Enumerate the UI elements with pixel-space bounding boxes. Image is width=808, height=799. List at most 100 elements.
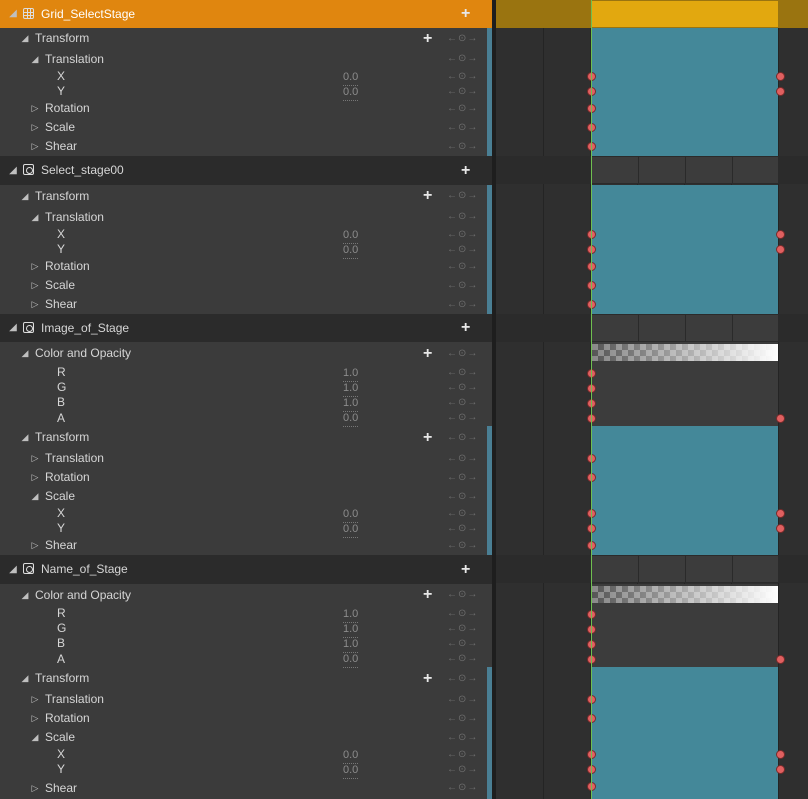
track-row[interactable]: ▷ Rotation ←⊙→ — [0, 468, 492, 487]
section-bar[interactable] — [592, 157, 778, 183]
keyframe-marker[interactable] — [776, 245, 785, 254]
section-bar[interactable] — [592, 426, 778, 555]
keyframe-nav-buttons[interactable]: ←⊙→ — [447, 472, 479, 483]
track-row[interactable]: ◢ Scale ←⊙→ — [0, 728, 492, 747]
expand-arrow-icon[interactable]: ◢ — [31, 491, 39, 501]
track-row[interactable]: Y 0.0 ←⊙→ — [0, 242, 492, 259]
keyframe-nav-buttons[interactable]: ←⊙→ — [447, 122, 479, 133]
value-field[interactable]: 0.0 — [343, 652, 359, 668]
keyframe-nav-buttons[interactable]: ←⊙→ — [447, 523, 479, 534]
keyframe-nav-buttons[interactable]: ←⊙→ — [447, 229, 479, 240]
keyframe-nav-buttons[interactable]: ←⊙→ — [447, 638, 479, 649]
keyframe-nav-buttons[interactable]: ←⊙→ — [447, 299, 479, 310]
add-track-button[interactable]: + — [461, 5, 471, 22]
track-row[interactable]: ▷ Translation ←⊙→ — [0, 449, 492, 468]
value-field[interactable]: 0.0 — [343, 70, 359, 86]
track-row[interactable]: X 0.0 ←⊙→ — [0, 506, 492, 523]
expand-arrow-icon[interactable]: ◢ — [9, 564, 17, 575]
track-row[interactable]: ▷ Rotation ←⊙→ — [0, 709, 492, 728]
value-field[interactable]: 0.0 — [343, 85, 359, 101]
value-field[interactable]: 1.0 — [343, 381, 359, 397]
keyframe-marker[interactable] — [776, 230, 785, 239]
track-row[interactable]: X 0.0 ←⊙→ — [0, 747, 492, 764]
value-field[interactable]: 0.0 — [343, 763, 359, 779]
track-row[interactable]: ◢ Transform + ←⊙→ — [0, 28, 492, 49]
keyframe-nav-buttons[interactable]: ←⊙→ — [447, 732, 479, 743]
keyframe-nav-buttons[interactable]: ←⊙→ — [447, 764, 479, 775]
track-row[interactable]: Y 0.0 ←⊙→ — [0, 762, 492, 779]
value-field[interactable]: 1.0 — [343, 637, 359, 653]
keyframe-nav-buttons[interactable]: ←⊙→ — [447, 749, 479, 760]
track-row[interactable]: ▷ Scale ←⊙→ — [0, 276, 492, 295]
track-header[interactable]: ◢ Grid_SelectStage + — [0, 0, 492, 28]
add-track-button[interactable]: + — [461, 162, 471, 179]
value-field[interactable]: 1.0 — [343, 396, 359, 412]
value-field[interactable]: 0.0 — [343, 748, 359, 764]
expand-arrow-icon[interactable]: ◢ — [21, 348, 29, 358]
keyframe-nav-buttons[interactable]: ←⊙→ — [447, 491, 479, 502]
keyframe-nav-buttons[interactable]: ←⊙→ — [447, 623, 479, 634]
keyframe-marker[interactable] — [776, 72, 785, 81]
collapse-arrow-icon[interactable]: ▷ — [31, 261, 39, 271]
track-row[interactable]: X 0.0 ←⊙→ — [0, 227, 492, 244]
value-field[interactable]: 1.0 — [343, 607, 359, 623]
keyframe-nav-buttons[interactable]: ←⊙→ — [447, 540, 479, 551]
collapse-arrow-icon[interactable]: ▷ — [31, 299, 39, 309]
keyframe-nav-buttons[interactable]: ←⊙→ — [447, 713, 479, 724]
expand-arrow-icon[interactable]: ◢ — [21, 432, 29, 442]
expand-arrow-icon[interactable]: ◢ — [21, 673, 29, 683]
keyframe-marker[interactable] — [776, 765, 785, 774]
track-row[interactable]: ◢ Transform + ←⊙→ — [0, 185, 492, 207]
track-row[interactable]: ◢ Translation ←⊙→ — [0, 207, 492, 227]
keyframe-nav-buttons[interactable]: ←⊙→ — [447, 71, 479, 82]
collapse-arrow-icon[interactable]: ▷ — [31, 713, 39, 723]
keyframe-nav-buttons[interactable]: ←⊙→ — [447, 412, 479, 423]
expand-arrow-icon[interactable]: ◢ — [9, 165, 17, 176]
value-field[interactable]: 0.0 — [343, 522, 359, 538]
keyframe-nav-buttons[interactable]: ←⊙→ — [447, 211, 479, 222]
keyframe-marker[interactable] — [776, 509, 785, 518]
keyframe-nav-buttons[interactable]: ←⊙→ — [447, 608, 479, 619]
track-row[interactable]: ◢ Color and Opacity + ←⊙→ — [0, 342, 492, 365]
track-row[interactable]: Y 0.0 ←⊙→ — [0, 84, 492, 101]
collapse-arrow-icon[interactable]: ▷ — [31, 141, 39, 151]
expand-arrow-icon[interactable]: ◢ — [31, 732, 39, 742]
track-row[interactable]: ◢ Color and Opacity + ←⊙→ — [0, 584, 492, 606]
track-row[interactable]: ◢ Scale ←⊙→ — [0, 487, 492, 506]
keyframe-marker[interactable] — [776, 414, 785, 423]
keyframe-nav-buttons[interactable]: ←⊙→ — [447, 382, 479, 393]
track-row[interactable]: ▷ Rotation ←⊙→ — [0, 257, 492, 276]
value-field[interactable]: 0.0 — [343, 243, 359, 259]
keyframe-nav-buttons[interactable]: ←⊙→ — [447, 261, 479, 272]
section-bar[interactable] — [592, 315, 778, 341]
track-header[interactable]: ◢ Select_stage00 + — [0, 156, 492, 185]
track-row[interactable]: A 0.0 ←⊙→ — [0, 651, 492, 668]
track-header[interactable]: ◢ Name_of_Stage + — [0, 555, 492, 584]
keyframe-nav-buttons[interactable]: ←⊙→ — [447, 33, 479, 44]
panel-splitter[interactable] — [492, 0, 496, 799]
collapse-arrow-icon[interactable]: ▷ — [31, 783, 39, 793]
keyframe-nav-buttons[interactable]: ←⊙→ — [447, 280, 479, 291]
track-row[interactable]: ▷ Scale ←⊙→ — [0, 118, 492, 137]
collapse-arrow-icon[interactable]: ▷ — [31, 694, 39, 704]
keyframe-nav-buttons[interactable]: ←⊙→ — [447, 508, 479, 519]
track-row[interactable]: ▷ Translation ←⊙→ — [0, 690, 492, 709]
keyframe-nav-buttons[interactable]: ←⊙→ — [447, 141, 479, 152]
expand-arrow-icon[interactable]: ◢ — [9, 8, 17, 19]
collapse-arrow-icon[interactable]: ▷ — [31, 453, 39, 463]
collapse-arrow-icon[interactable]: ▷ — [31, 103, 39, 113]
keyframe-nav-buttons[interactable]: ←⊙→ — [447, 86, 479, 97]
add-track-button[interactable]: + — [423, 187, 433, 204]
track-row[interactable]: ▷ Shear ←⊙→ — [0, 295, 492, 314]
expand-arrow-icon[interactable]: ◢ — [21, 191, 29, 201]
track-row[interactable]: ▷ Shear ←⊙→ — [0, 137, 492, 156]
value-field[interactable]: 0.0 — [343, 507, 359, 523]
keyframe-marker[interactable] — [776, 87, 785, 96]
section-bar[interactable] — [592, 185, 778, 314]
keyframe-nav-buttons[interactable]: ←⊙→ — [447, 653, 479, 664]
keyframe-nav-buttons[interactable]: ←⊙→ — [447, 432, 479, 443]
keyframe-nav-buttons[interactable]: ←⊙→ — [447, 397, 479, 408]
keyframe-nav-buttons[interactable]: ←⊙→ — [447, 190, 479, 201]
keyframe-marker[interactable] — [776, 524, 785, 533]
keyframe-nav-buttons[interactable]: ←⊙→ — [447, 53, 479, 64]
